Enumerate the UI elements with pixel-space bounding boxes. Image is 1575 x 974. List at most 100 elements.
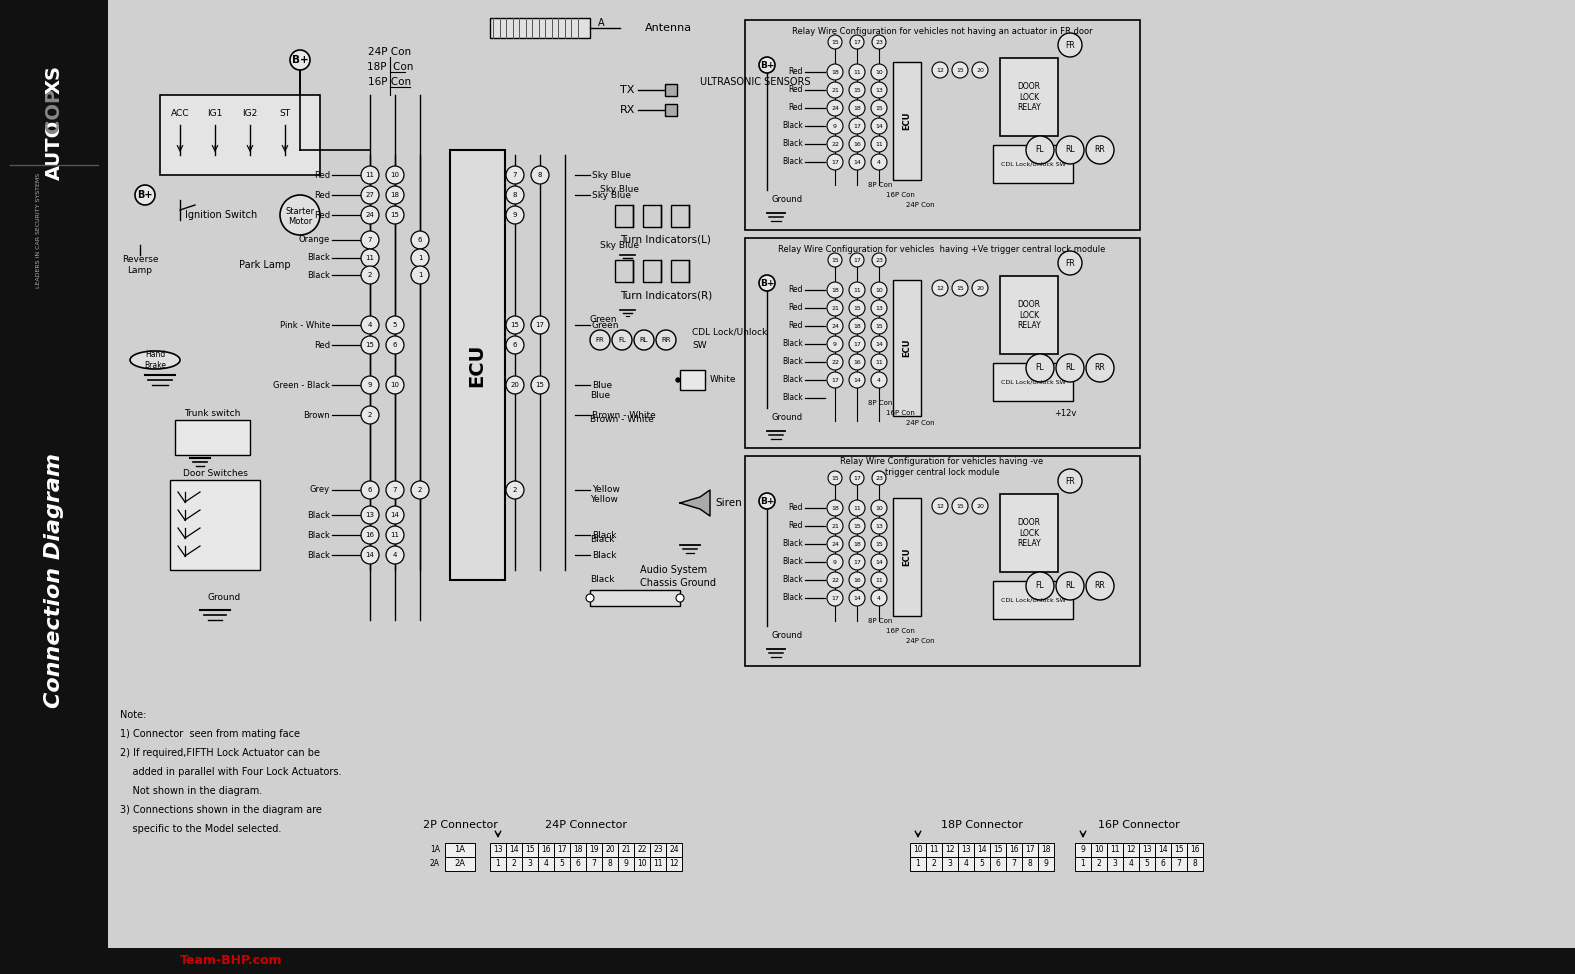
Text: SW: SW bbox=[691, 342, 707, 351]
Text: Ground: Ground bbox=[772, 414, 803, 423]
Circle shape bbox=[827, 572, 843, 588]
Text: Black: Black bbox=[307, 253, 331, 263]
Bar bbox=[650, 843, 666, 857]
Text: 15: 15 bbox=[832, 475, 839, 480]
Circle shape bbox=[411, 249, 428, 267]
Text: 7: 7 bbox=[367, 237, 372, 243]
Circle shape bbox=[871, 118, 887, 134]
Text: 18: 18 bbox=[832, 506, 839, 510]
Circle shape bbox=[849, 300, 865, 316]
Text: Note:: Note: bbox=[120, 710, 146, 720]
Text: 18: 18 bbox=[391, 192, 400, 198]
Text: 10: 10 bbox=[876, 287, 884, 292]
Bar bbox=[521, 843, 539, 857]
Text: AUTO: AUTO bbox=[44, 120, 63, 180]
Bar bbox=[1000, 58, 1058, 136]
Text: 12: 12 bbox=[945, 845, 954, 854]
Circle shape bbox=[361, 266, 380, 284]
Circle shape bbox=[657, 330, 676, 350]
Text: IG2: IG2 bbox=[243, 108, 258, 118]
Circle shape bbox=[951, 62, 969, 78]
Text: Black: Black bbox=[592, 531, 616, 540]
Circle shape bbox=[849, 572, 865, 588]
Text: 13: 13 bbox=[876, 88, 884, 93]
Circle shape bbox=[386, 546, 405, 564]
Text: 10: 10 bbox=[1095, 845, 1104, 854]
Circle shape bbox=[613, 330, 632, 350]
Circle shape bbox=[871, 136, 887, 152]
Text: 4: 4 bbox=[877, 595, 880, 601]
Circle shape bbox=[972, 498, 988, 514]
Text: 16: 16 bbox=[854, 578, 862, 582]
Circle shape bbox=[871, 64, 887, 80]
Text: added in parallel with Four Lock Actuators.: added in parallel with Four Lock Actuato… bbox=[120, 767, 342, 777]
Bar bbox=[992, 581, 1073, 619]
Text: COP: COP bbox=[44, 88, 63, 132]
Text: 15: 15 bbox=[391, 212, 400, 218]
Text: 21: 21 bbox=[621, 845, 630, 854]
Text: 18: 18 bbox=[832, 69, 839, 74]
Circle shape bbox=[591, 330, 610, 350]
Circle shape bbox=[871, 154, 887, 170]
Text: Red: Red bbox=[313, 170, 331, 179]
Text: 2A: 2A bbox=[455, 859, 466, 869]
Text: Green: Green bbox=[592, 320, 619, 329]
Text: 18P  Con: 18P Con bbox=[367, 62, 413, 72]
Text: 1: 1 bbox=[915, 859, 920, 869]
Text: 15: 15 bbox=[956, 67, 964, 72]
Bar bbox=[666, 857, 682, 871]
Circle shape bbox=[386, 206, 405, 224]
Bar bbox=[1076, 857, 1091, 871]
Circle shape bbox=[1087, 354, 1114, 382]
Text: 8: 8 bbox=[1027, 859, 1032, 869]
Ellipse shape bbox=[131, 351, 180, 369]
Bar bbox=[1006, 857, 1022, 871]
Circle shape bbox=[386, 481, 405, 499]
Text: Black: Black bbox=[307, 550, 331, 559]
Text: Red: Red bbox=[789, 67, 803, 77]
Bar bbox=[1022, 857, 1038, 871]
Bar bbox=[973, 857, 991, 871]
Text: 20: 20 bbox=[976, 67, 984, 72]
Text: Ignition Switch: Ignition Switch bbox=[184, 210, 257, 220]
Circle shape bbox=[386, 526, 405, 544]
Text: 10: 10 bbox=[876, 506, 884, 510]
Text: CDL Lock/Unlock SW: CDL Lock/Unlock SW bbox=[1000, 597, 1065, 603]
Circle shape bbox=[290, 50, 310, 70]
Text: 16P Con: 16P Con bbox=[369, 77, 411, 87]
Text: FL: FL bbox=[1036, 363, 1044, 372]
Circle shape bbox=[676, 594, 684, 602]
Text: Relay Wire Configuration for vehicles not having an actuator in FR door: Relay Wire Configuration for vehicles no… bbox=[792, 26, 1093, 35]
Circle shape bbox=[531, 316, 550, 334]
Circle shape bbox=[849, 590, 865, 606]
Text: Relay Wire Configuration for vehicles  having +Ve trigger central lock module: Relay Wire Configuration for vehicles ha… bbox=[778, 244, 1106, 253]
Circle shape bbox=[506, 166, 524, 184]
Bar bbox=[643, 260, 661, 282]
Circle shape bbox=[850, 253, 865, 267]
Text: 23: 23 bbox=[876, 257, 884, 263]
Text: ULTRASONIC SENSORS: ULTRASONIC SENSORS bbox=[699, 77, 811, 87]
Circle shape bbox=[972, 62, 988, 78]
Text: FR: FR bbox=[1065, 476, 1074, 485]
Text: 13: 13 bbox=[1142, 845, 1151, 854]
Text: Blue: Blue bbox=[592, 381, 613, 390]
Text: 16P Connector: 16P Connector bbox=[1098, 820, 1180, 830]
Bar bbox=[1170, 843, 1188, 857]
Circle shape bbox=[361, 166, 380, 184]
Text: ST: ST bbox=[279, 108, 290, 118]
Circle shape bbox=[1058, 33, 1082, 57]
Text: 24P Con: 24P Con bbox=[369, 47, 411, 57]
Text: RL: RL bbox=[1065, 581, 1074, 590]
Bar bbox=[1188, 857, 1203, 871]
Bar bbox=[490, 18, 591, 38]
Bar bbox=[1170, 857, 1188, 871]
Text: 11: 11 bbox=[854, 506, 862, 510]
Circle shape bbox=[850, 35, 865, 49]
Text: 17: 17 bbox=[832, 160, 839, 165]
Text: Orange: Orange bbox=[299, 236, 331, 244]
Text: 11: 11 bbox=[876, 141, 884, 146]
Text: Red: Red bbox=[789, 304, 803, 313]
Text: XS: XS bbox=[44, 65, 63, 94]
Circle shape bbox=[1055, 136, 1084, 164]
Text: Motor: Motor bbox=[288, 217, 312, 227]
